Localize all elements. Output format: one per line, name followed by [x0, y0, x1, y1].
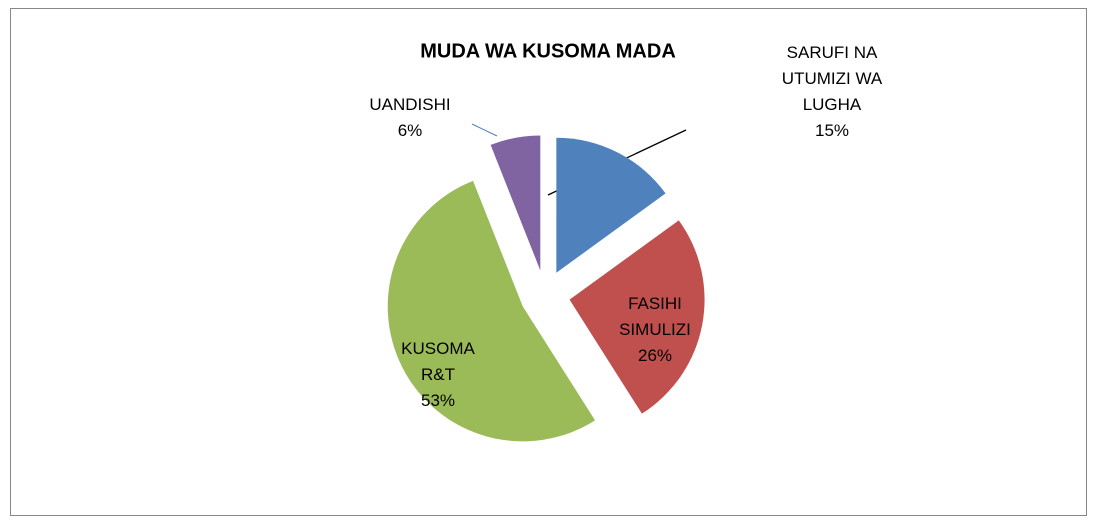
chart-border [10, 8, 1087, 516]
category-label: SARUFI NA UTUMIZI WA LUGHA [781, 43, 883, 114]
data-label: UANDISHI 6% [360, 92, 460, 144]
pie-slice [387, 180, 596, 442]
leader-line [471, 123, 498, 137]
category-label: UANDISHI [369, 95, 451, 114]
data-label: SARUFI NA UTUMIZI WA LUGHA 15% [757, 40, 907, 144]
value-label: 6% [397, 121, 423, 140]
category-label: KUSOMA R&T [401, 339, 475, 384]
pie-slice [556, 137, 666, 273]
data-label: KUSOMA R&T 53% [393, 336, 483, 414]
pie-slice [569, 220, 705, 414]
chart-title: MUDA WA KUSOMA MADA [420, 40, 676, 63]
category-label: FASIHI SIMULIZI [619, 294, 691, 339]
pie-slice [490, 135, 541, 271]
value-label: 53% [420, 391, 456, 410]
data-label: FASIHI SIMULIZI 26% [610, 291, 700, 369]
value-label: 15% [814, 121, 850, 140]
value-label: 26% [637, 346, 673, 365]
